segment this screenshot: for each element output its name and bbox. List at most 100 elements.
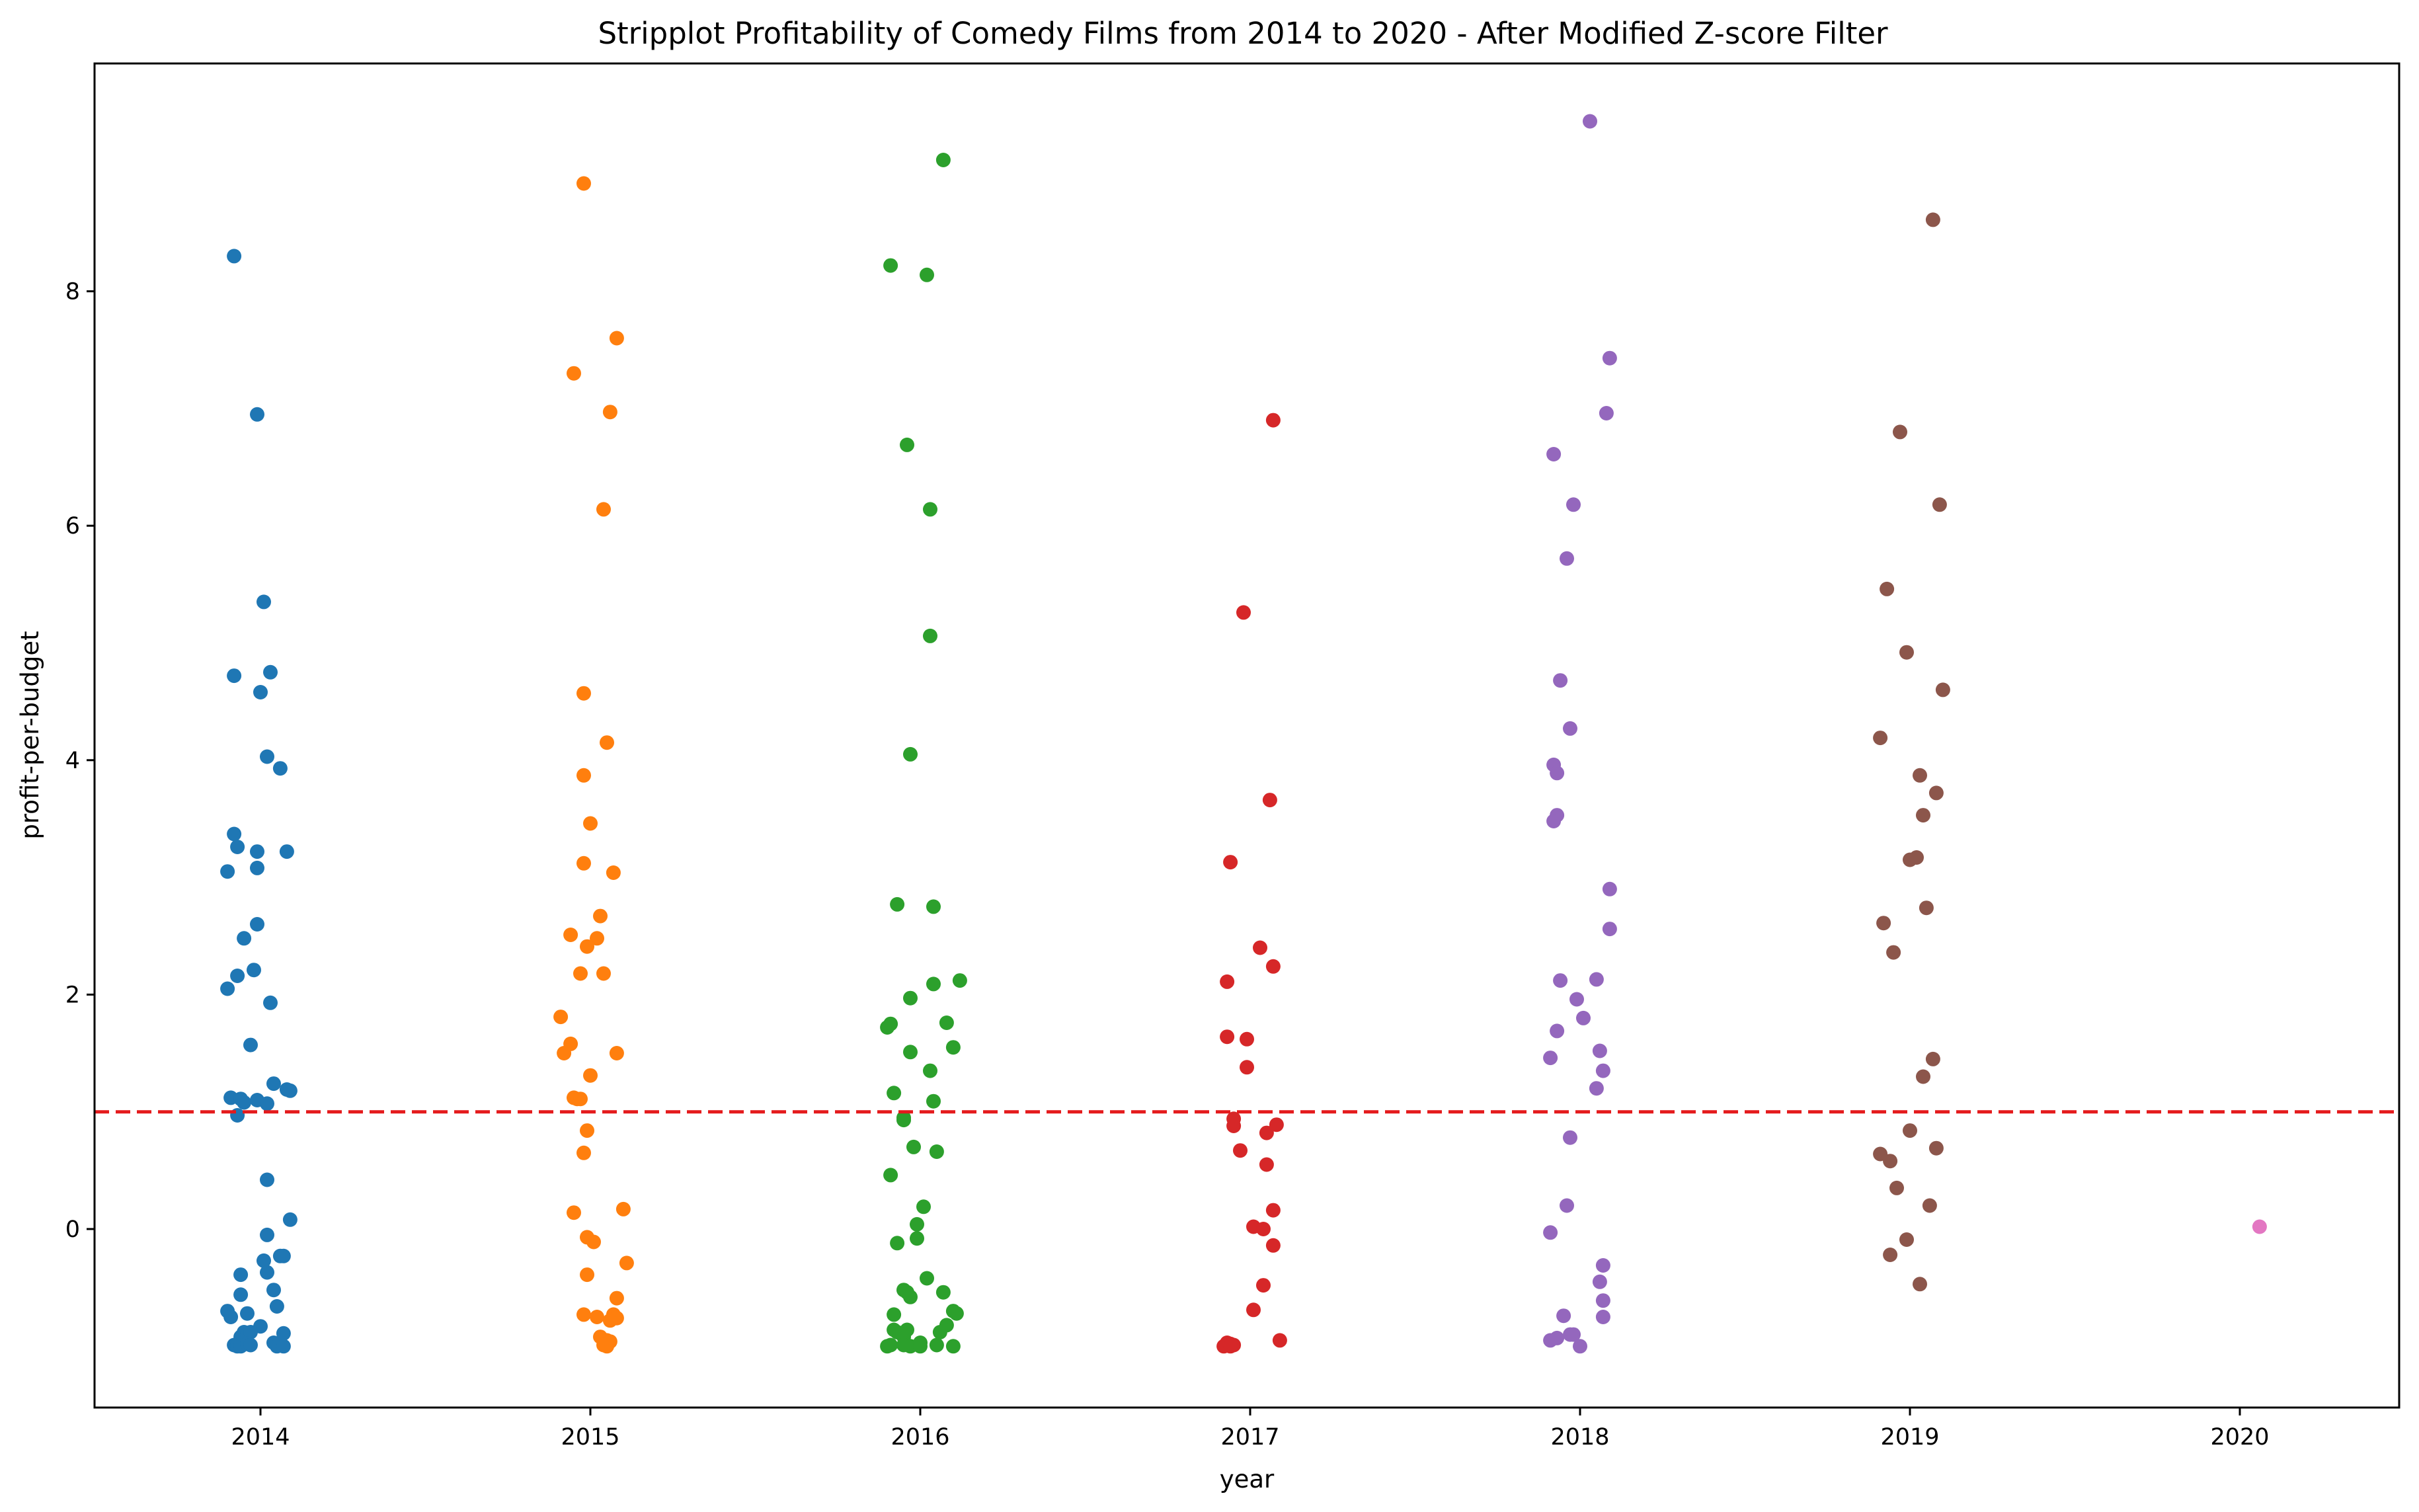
data-point	[576, 855, 591, 871]
data-point	[609, 331, 624, 346]
plot-frame	[93, 62, 2400, 1409]
data-point	[567, 366, 581, 381]
data-point	[1913, 768, 1927, 783]
data-point	[250, 917, 264, 932]
data-point	[1240, 1031, 1254, 1047]
data-point	[1595, 1293, 1610, 1308]
data-point	[906, 1139, 921, 1154]
data-point	[1550, 766, 1565, 781]
data-point	[247, 963, 261, 978]
data-point	[1272, 1333, 1287, 1348]
data-point	[596, 502, 611, 517]
data-point	[1935, 682, 1950, 697]
data-point	[1886, 945, 1901, 960]
data-point	[1265, 1238, 1281, 1253]
data-point	[1573, 1339, 1587, 1354]
data-point	[1583, 114, 1597, 129]
data-point	[887, 1307, 902, 1322]
data-point	[945, 1339, 961, 1354]
data-point	[1256, 1222, 1271, 1236]
data-point	[929, 1337, 944, 1353]
data-point	[1265, 413, 1281, 428]
x-tick-label: 2018	[1550, 1424, 1609, 1451]
data-point	[1576, 1010, 1591, 1025]
data-point	[1543, 1051, 1558, 1066]
data-point	[600, 735, 614, 750]
data-point	[1595, 1310, 1610, 1324]
data-point	[920, 267, 934, 282]
data-point	[1553, 973, 1568, 988]
data-point	[1240, 1060, 1254, 1075]
data-point	[1269, 1117, 1284, 1133]
data-point	[1253, 940, 1267, 955]
data-point	[279, 844, 294, 859]
y-tick-label: 4	[65, 748, 80, 774]
x-tick-label: 2020	[2210, 1424, 2269, 1451]
data-point	[1919, 900, 1934, 916]
data-point	[590, 931, 604, 946]
data-point	[883, 1168, 898, 1183]
data-point	[1233, 1143, 1248, 1158]
data-point	[272, 761, 288, 776]
data-point	[282, 1083, 297, 1098]
data-point	[615, 1201, 631, 1216]
data-point	[243, 1037, 258, 1053]
x-tick-label: 2014	[231, 1424, 290, 1451]
data-point	[282, 1212, 297, 1227]
data-point	[553, 1010, 569, 1025]
data-point	[1262, 793, 1277, 808]
data-point	[1256, 1278, 1271, 1293]
data-point	[220, 981, 235, 996]
data-point	[237, 1095, 252, 1110]
data-point	[250, 860, 264, 875]
data-point	[1913, 1277, 1927, 1292]
data-point	[233, 1267, 249, 1283]
data-point	[260, 749, 274, 764]
data-points	[220, 114, 2267, 1354]
x-tick-label: 2015	[561, 1424, 619, 1451]
data-point	[243, 1325, 258, 1339]
data-point	[1889, 1180, 1904, 1195]
data-point	[1909, 850, 1924, 865]
data-point	[576, 768, 591, 783]
data-point	[593, 908, 608, 924]
data-point	[1883, 1154, 1898, 1169]
data-point	[1543, 1333, 1558, 1348]
data-point	[227, 668, 242, 684]
y-tick-label: 6	[65, 513, 80, 539]
data-point	[1883, 1248, 1898, 1262]
data-point	[250, 844, 264, 859]
x-tick-label: 2016	[891, 1424, 949, 1451]
data-point	[220, 864, 235, 879]
data-point	[276, 1326, 291, 1341]
data-point	[586, 1234, 601, 1250]
data-point	[880, 1020, 895, 1035]
data-point	[1563, 1130, 1577, 1145]
data-point	[929, 1144, 944, 1159]
data-point	[602, 405, 617, 420]
data-point	[1922, 1198, 1937, 1213]
data-point	[557, 1046, 572, 1060]
data-point	[1259, 1157, 1274, 1172]
data-point	[1563, 721, 1577, 736]
data-point	[926, 976, 941, 992]
data-point	[1880, 581, 1895, 596]
data-point	[260, 1227, 274, 1242]
x-tick-label: 2019	[1880, 1424, 1939, 1451]
data-point	[1265, 959, 1281, 974]
data-point	[1925, 212, 1940, 227]
data-point	[952, 973, 967, 988]
data-point	[1589, 1081, 1604, 1096]
data-point	[939, 1015, 954, 1030]
data-point	[903, 746, 918, 762]
data-point	[896, 1113, 911, 1128]
data-point	[1925, 1051, 1940, 1066]
data-point	[233, 1287, 249, 1302]
data-point	[2252, 1219, 2267, 1234]
data-point	[580, 939, 594, 954]
data-point	[253, 685, 268, 699]
data-point	[1928, 1140, 1944, 1156]
data-point	[903, 990, 918, 1006]
data-point	[932, 1325, 947, 1339]
